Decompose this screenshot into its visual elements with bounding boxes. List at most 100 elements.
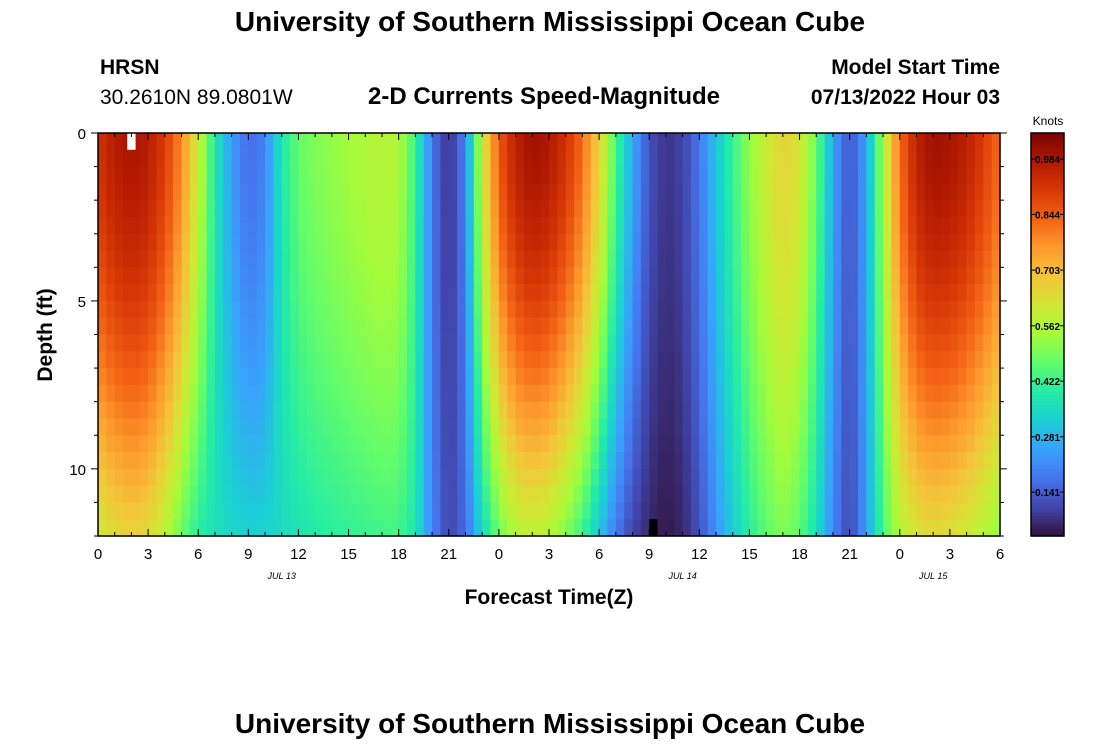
heatmap-cell [615,216,625,235]
heatmap-cell [657,200,667,218]
heatmap-cell [131,216,141,235]
heatmap-cell [883,368,893,386]
heatmap-cell [290,267,300,285]
heatmap-cell [164,166,174,184]
heatmap-cell [682,250,692,268]
heatmap-cell [749,233,759,252]
colorbar-segment [1031,462,1064,467]
heatmap-cell [665,300,675,319]
heatmap-cell [649,267,659,285]
heatmap-cell [699,300,709,319]
heatmap-cell [457,401,467,420]
heatmap-cell [757,317,767,336]
heatmap-cell [933,334,943,352]
heatmap-cell [181,334,191,352]
heatmap-cell [223,485,233,504]
heatmap-cell [123,384,133,403]
heatmap-cell [373,418,383,436]
heatmap-cell [924,284,934,302]
heatmap-cell [782,351,792,369]
heatmap-cell [407,468,416,487]
colorbar-segment [1031,488,1064,493]
heatmap-cell [974,250,984,268]
colorbar-segment [1031,341,1064,346]
heatmap-cell [148,200,158,218]
colorbar-segment [1031,143,1064,148]
heatmap-cell [315,401,325,420]
heatmap-cell [983,452,993,470]
heatmap-cell [331,351,341,369]
heatmap-cell [256,468,266,487]
missing-data-cell [127,133,136,150]
colorbar-segment [1031,240,1064,245]
heatmap-cell [858,133,867,151]
heatmap-cell [699,216,709,235]
colorbar-segment [1031,253,1064,258]
heatmap-cell [189,317,199,336]
heatmap-cell [507,233,517,252]
heatmap-cell [515,351,525,369]
heatmap-cell [273,166,283,184]
heatmap-cell [156,452,166,470]
heatmap-cell [98,351,107,369]
heatmap-cell [732,485,742,504]
heatmap-cell [615,384,625,403]
heatmap-cell [757,300,767,319]
heatmap-cell [858,317,867,336]
heatmap-cell [498,183,508,201]
heatmap-cell [682,485,692,504]
heatmap-cell [239,317,249,336]
heatmap-cell [348,401,358,420]
heatmap-cell [774,233,784,252]
heatmap-cell [448,233,458,252]
heatmap-cell [565,267,575,285]
heatmap-cell [590,384,600,403]
heatmap-cell [432,351,442,369]
heatmap-cell [248,149,258,168]
heatmap-cell [131,284,141,302]
heatmap-cell [515,485,525,504]
station-coordinates: 30.2610N 89.0801W [100,86,293,109]
heatmap-cell [774,284,784,302]
heatmap-cell [482,233,492,252]
colorbar-segment [1031,133,1064,137]
heatmap-cell [782,317,792,336]
heatmap-cell [816,435,826,453]
heatmap-cell [732,284,742,302]
heatmap-cell [189,166,199,184]
heatmap-cell [891,300,901,319]
heatmap-cell [507,502,517,520]
heatmap-cell [941,250,951,268]
heatmap-cell [239,435,249,453]
x-tick-label: 21 [440,546,457,563]
heatmap-cell [732,267,742,285]
heatmap-cell [908,317,918,336]
heatmap-cell [473,502,483,520]
heatmap-cell [674,183,684,201]
heatmap-cell [198,418,208,436]
heatmap-cell [574,317,584,336]
heatmap-cell [590,133,600,151]
heatmap-cell [958,267,968,285]
heatmap-cell [423,216,433,235]
heatmap-cell [983,519,993,537]
heatmap-cell [582,351,592,369]
heatmap-cell [340,384,350,403]
heatmap-cell [690,368,700,386]
heatmap-cell [131,384,141,403]
heatmap-cell [423,250,433,268]
heatmap-cell [239,250,249,268]
heatmap-cell [649,200,659,218]
heatmap-cell [356,485,366,504]
heatmap-cell [749,216,759,235]
heatmap-cell [507,284,517,302]
heatmap-cell [173,519,183,537]
heatmap-cell [632,485,642,504]
heatmap-cell [574,435,584,453]
heatmap-cell [983,216,993,235]
heatmap-cell [624,452,634,470]
heatmap-cell [874,485,884,504]
heatmap-cell [958,351,968,369]
heatmap-cell [707,166,717,184]
